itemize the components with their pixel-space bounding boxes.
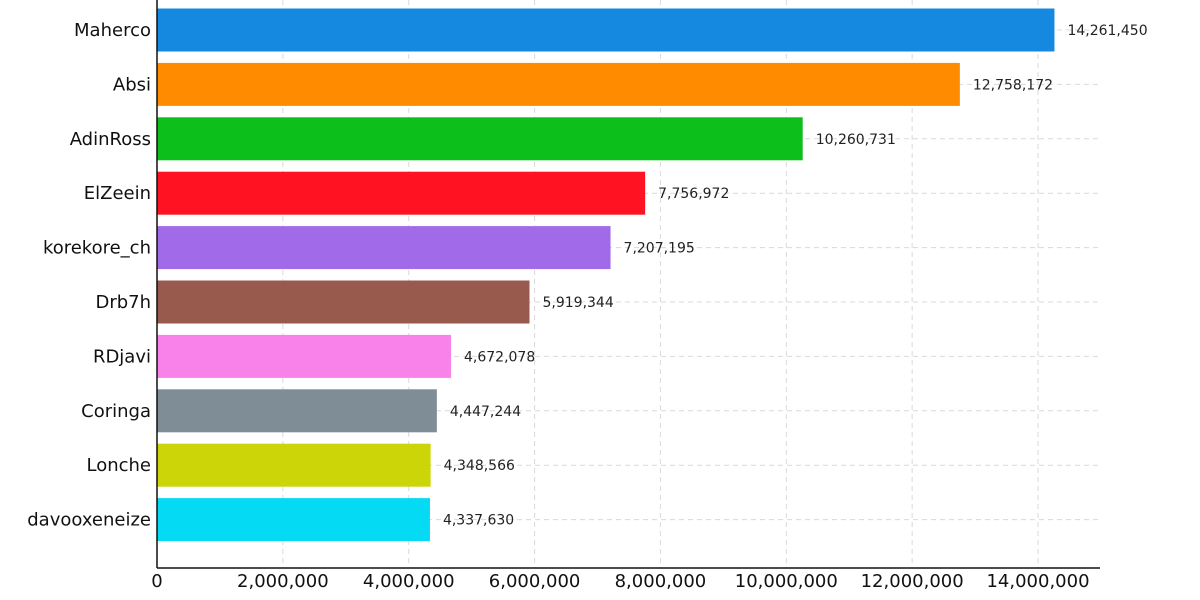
bar [157, 443, 431, 487]
category-label: Coringa [81, 401, 151, 422]
category-label: AdinRoss [70, 129, 151, 150]
x-tick-label: 2,000,000 [237, 571, 329, 592]
bar [157, 226, 611, 270]
bar [157, 498, 430, 542]
bar [157, 389, 437, 433]
bars [157, 8, 1055, 542]
value-label: 4,447,244 [450, 404, 521, 420]
value-label: 14,261,450 [1067, 23, 1147, 39]
category-label: Drb7h [95, 292, 151, 313]
category-label: davooxeneize [27, 510, 151, 531]
bar [157, 171, 646, 215]
value-label: 12,758,172 [973, 77, 1053, 93]
x-tick-label: 6,000,000 [489, 571, 581, 592]
category-label: ElZeein [84, 183, 151, 204]
category-label: RDjavi [93, 346, 151, 367]
x-tick-label: 12,000,000 [861, 571, 964, 592]
category-label: korekore_ch [43, 238, 151, 259]
category-label: Maherco [74, 20, 151, 41]
value-label: 10,260,731 [816, 132, 896, 148]
bar [157, 8, 1055, 52]
value-label: 4,348,566 [444, 458, 515, 474]
category-label: Absi [113, 74, 151, 95]
axes [156, 0, 1100, 569]
category-label: Lonche [86, 455, 151, 476]
bar [157, 280, 530, 324]
value-labels: 14,261,450 12,758,172 10,260,731 7,756,972 7… [443, 23, 1148, 529]
category-labels: Maherco Absi AdinRoss ElZeein korekore_ch Drb… [27, 20, 151, 531]
x-tick-label: 8,000,000 [615, 571, 707, 592]
value-label: 4,337,630 [443, 513, 514, 529]
x-tick-label: 14,000,000 [986, 571, 1089, 592]
bar [157, 117, 803, 161]
x-tick-labels: 0 2,000,000 4,000,000 6,000,000 8,000,000 10,… [151, 571, 1089, 592]
value-label: 7,207,195 [624, 241, 695, 257]
value-label: 7,756,972 [658, 186, 729, 202]
bar [157, 334, 452, 378]
x-tick-label: 4,000,000 [363, 571, 455, 592]
bar [157, 62, 960, 106]
x-tick-label: 0 [151, 571, 162, 592]
x-tick-label: 10,000,000 [735, 571, 838, 592]
value-label: 5,919,344 [542, 295, 613, 311]
value-label: 4,672,078 [464, 349, 535, 365]
